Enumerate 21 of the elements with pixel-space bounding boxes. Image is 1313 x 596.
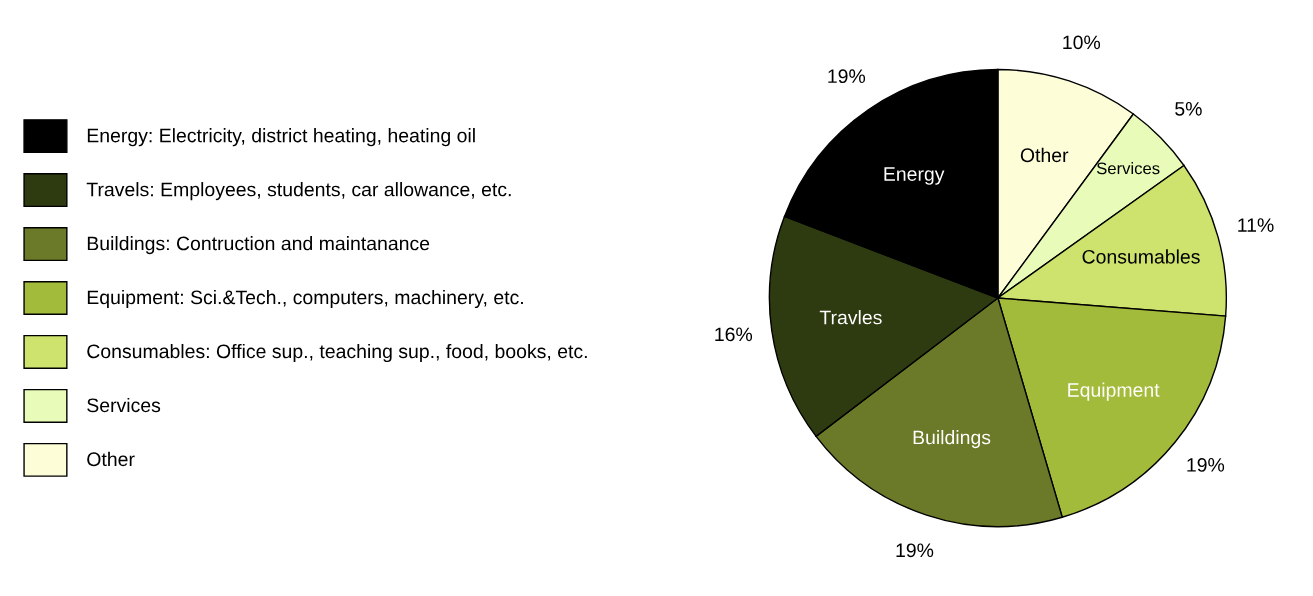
data-label: 19%	[896, 543, 934, 558]
text: Consumables	[1082, 249, 1200, 264]
legend-label: Travels: Employees, students, car allowance, etc.	[86, 182, 511, 201]
legend-label: Equipment: Sci.&Tech., computers, machinery, etc.	[87, 289, 523, 309]
legend-label: Services	[87, 397, 161, 413]
data-label: 5%	[1175, 102, 1202, 116]
slice-label: Other	[1020, 147, 1069, 163]
legend-label: Other	[87, 451, 135, 467]
text: Buildings	[913, 430, 991, 449]
text: Equipment	[1068, 382, 1160, 401]
legend-label: Consumables: Office sup., teaching sup., food, books, etc.	[87, 343, 587, 363]
data-label: 19%	[1187, 458, 1225, 472]
text: Energy	[884, 167, 945, 185]
data-label: 10%	[1063, 35, 1101, 50]
data-label: 16%	[715, 327, 753, 342]
data-label: 11%	[1238, 218, 1274, 232]
data-label: 19%	[828, 69, 866, 84]
slice-label: Services	[1096, 162, 1160, 175]
legend-label: Buildings: Contruction and maintanance	[87, 236, 430, 255]
legend-label: Energy: Electricity, district heating, heating oil	[87, 128, 475, 147]
text: Travles	[819, 310, 882, 325]
